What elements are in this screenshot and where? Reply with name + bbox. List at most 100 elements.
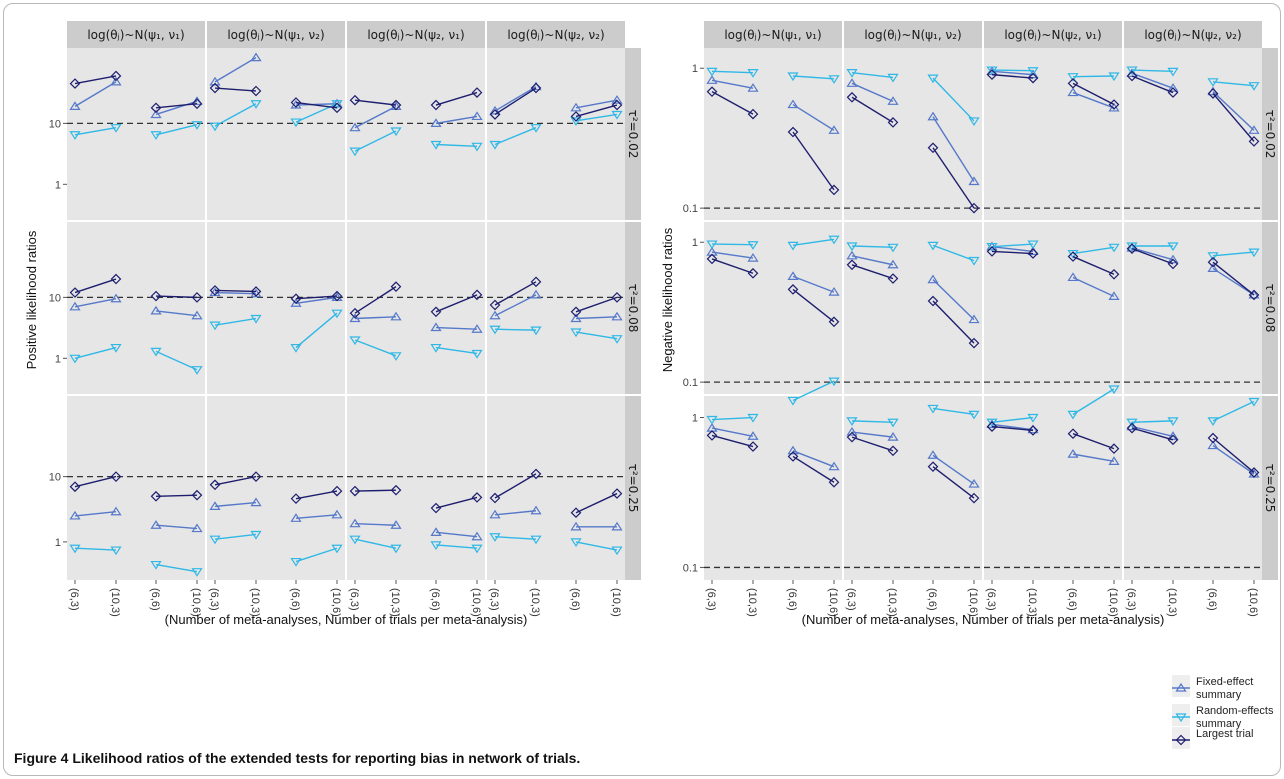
largest-point <box>1167 87 1179 98</box>
fixed-point <box>828 287 840 296</box>
legend-key-background <box>1172 675 1190 697</box>
fixed-point <box>1248 289 1260 299</box>
largest-point <box>706 86 718 98</box>
panel-background <box>1124 48 1262 220</box>
largest-point <box>290 293 302 305</box>
largest-point <box>927 295 939 307</box>
random-point <box>611 335 623 344</box>
largest-point <box>1027 425 1039 436</box>
largest-point <box>747 108 759 120</box>
random-point <box>191 121 203 130</box>
random-point <box>69 131 81 140</box>
random-point <box>489 140 501 150</box>
fixed-point <box>430 322 442 332</box>
largest-series-line <box>74 278 117 294</box>
largest-point <box>846 259 858 271</box>
fixed-point <box>530 505 542 515</box>
largest-series-line <box>1072 433 1115 450</box>
y-axis-title: Negative likelihood ratios <box>660 227 675 372</box>
panel-background <box>67 222 205 394</box>
largest-point <box>191 489 203 501</box>
fixed-series-line <box>74 81 117 107</box>
facet-row-strip <box>625 222 641 394</box>
random-point <box>846 417 858 426</box>
facet-row-label: τ²=0.25 <box>1263 464 1277 513</box>
fixed-point <box>489 310 501 320</box>
fixed-series-line <box>354 523 397 526</box>
y-axis-title: Positive likelihood ratios <box>24 230 39 369</box>
y-tick-label: 1 <box>692 413 698 425</box>
figure-caption-label: Figure 4 <box>14 750 69 766</box>
x-tick-label: (6,3) <box>348 588 360 611</box>
fixed-series-line <box>991 245 1034 253</box>
facet-strip <box>67 21 205 48</box>
random-point <box>828 75 840 84</box>
fixed-point <box>968 314 980 324</box>
random-series-line <box>932 407 975 416</box>
random-point <box>570 538 582 548</box>
fixed-point <box>1167 254 1179 264</box>
fixed-point <box>349 122 361 132</box>
fixed-series-line <box>575 316 618 320</box>
largest-point <box>986 421 998 432</box>
largest-point <box>1108 443 1120 455</box>
y-tick-label: 0.1 <box>683 377 698 389</box>
fixed-point <box>1248 125 1260 134</box>
largest-point <box>150 490 162 502</box>
fixed-point <box>250 52 262 62</box>
random-series-line <box>354 130 397 152</box>
largest-point <box>787 451 799 462</box>
random-series-line <box>1131 69 1174 73</box>
x-tick-label: (6,6) <box>1206 588 1218 611</box>
random-point <box>250 530 262 540</box>
random-point <box>349 535 361 545</box>
fixed-point <box>846 426 858 436</box>
largest-point <box>927 142 939 154</box>
random-series-line <box>494 127 537 146</box>
fixed-point <box>828 125 840 134</box>
largest-series-line <box>1131 247 1174 265</box>
random-point <box>331 309 343 319</box>
x-tick-label: (6,6) <box>429 588 441 611</box>
x-tick-label: (6,3) <box>208 588 220 611</box>
largest-point <box>1207 88 1219 99</box>
fixed-point <box>150 520 162 529</box>
largest-point <box>887 445 899 457</box>
random-series-line <box>494 328 537 331</box>
fixed-point <box>968 478 980 488</box>
largest-series-line <box>74 75 117 85</box>
fixed-series-line <box>214 57 257 83</box>
x-tick-label: (6,3) <box>1125 588 1137 611</box>
random-point <box>390 544 402 554</box>
fixed-point <box>570 102 582 112</box>
random-series-line <box>1212 81 1255 87</box>
fixed-point <box>1067 87 1079 97</box>
random-series-line <box>155 563 198 573</box>
largest-series-line <box>494 87 537 116</box>
largest-point <box>887 117 899 128</box>
fixed-point <box>887 96 899 105</box>
random-series-line <box>851 420 894 423</box>
random-series-line <box>295 547 338 563</box>
largest-point <box>250 471 262 482</box>
largest-series-line <box>354 489 397 492</box>
random-series-line <box>354 538 397 549</box>
x-tick-label: (10,3) <box>109 588 121 617</box>
largest-point <box>828 184 840 196</box>
facet-row-strip <box>625 48 641 220</box>
fixed-series-line <box>155 310 198 317</box>
random-point <box>1126 418 1138 428</box>
legend-key-symbol <box>1175 713 1187 723</box>
facet-strip <box>844 21 982 48</box>
random-point <box>611 546 623 556</box>
largest-point <box>489 299 501 311</box>
panel-background <box>704 396 842 580</box>
fixed-series-line <box>711 79 754 89</box>
panel-background <box>207 396 345 580</box>
largest-point <box>968 337 980 349</box>
largest-point <box>250 85 262 97</box>
legend-key-background <box>1172 704 1190 726</box>
largest-series-line <box>1212 261 1255 296</box>
largest-point <box>846 91 858 103</box>
